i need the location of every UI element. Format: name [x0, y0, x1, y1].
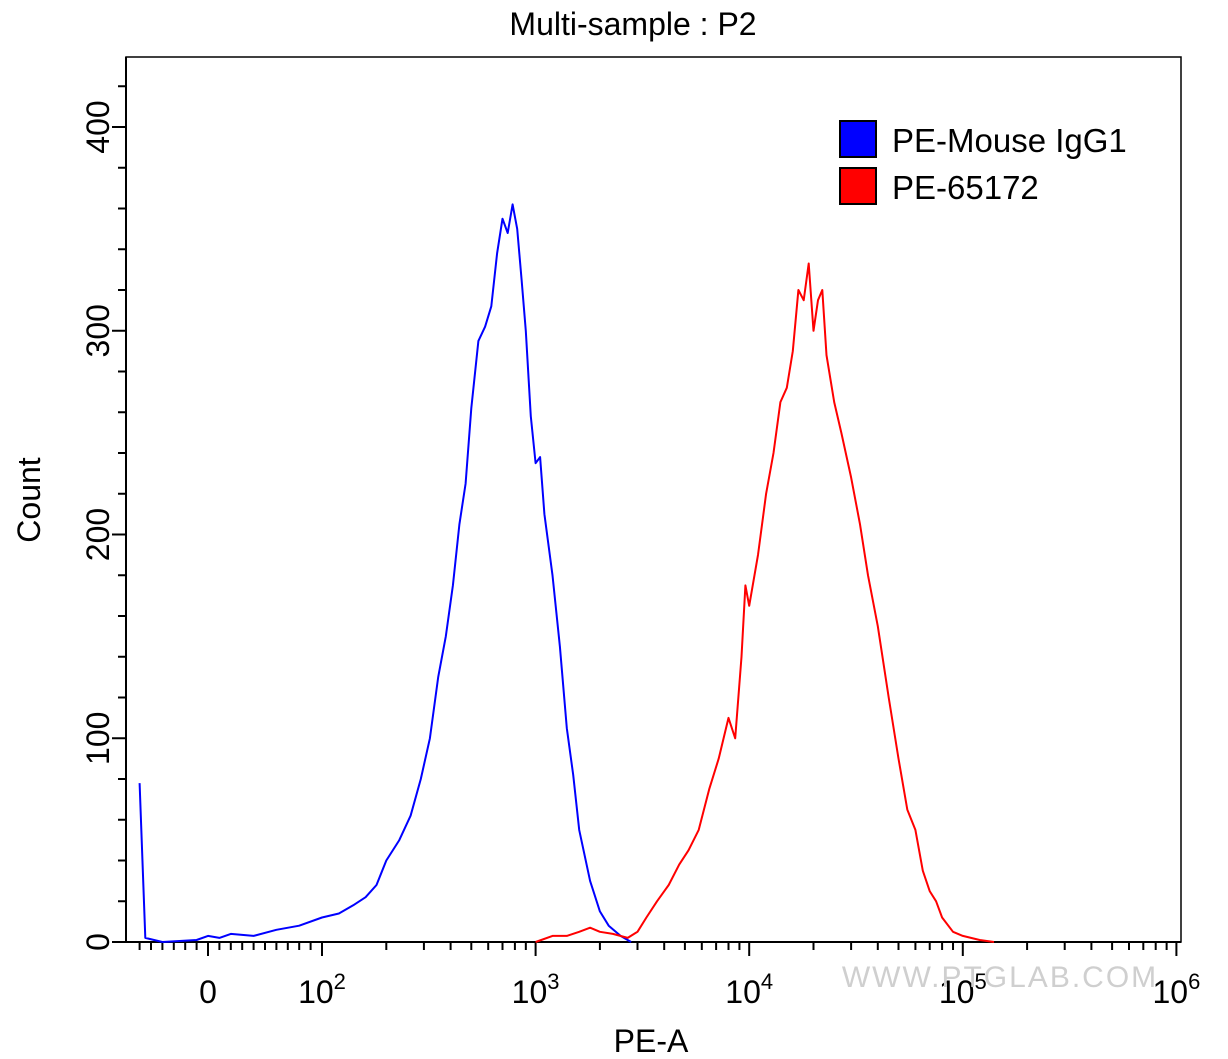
x-tick-label: 103	[512, 969, 560, 1010]
series-layer	[138, 203, 995, 943]
y-tick-label: 400	[80, 100, 116, 153]
x-tick-label: 102	[298, 969, 346, 1010]
legend-label-isotype: PE-Mouse IgG1	[892, 122, 1127, 159]
y-tick-label: 300	[80, 304, 116, 357]
series-line-isotype	[138, 203, 632, 943]
legend-swatch-isotype	[839, 120, 877, 158]
series-line-antibody	[535, 262, 995, 943]
y-tick-label: 100	[80, 712, 116, 765]
x-tick-label: 106	[1152, 969, 1200, 1010]
x-axis: 0 102 103 104 105 106	[126, 941, 1200, 1010]
x-tick-label: 105	[939, 969, 987, 1010]
x-tick-label: 104	[725, 969, 773, 1010]
chart-title: Multi-sample : P2	[509, 6, 756, 42]
y-tick-label: 200	[80, 508, 116, 561]
legend-swatch-antibody	[839, 167, 877, 205]
legend: PE-Mouse IgG1 PE-65172	[839, 120, 1127, 206]
watermark: WWW.PTGLAB.COM	[842, 961, 1158, 994]
x-axis-label: PE-A	[614, 1023, 689, 1059]
legend-label-antibody: PE-65172	[892, 169, 1039, 206]
y-tick-label: 0	[80, 933, 116, 951]
y-axis-label: Count	[11, 457, 47, 543]
y-axis: 0 100 200 300 400	[80, 57, 127, 951]
x-tick-label: 0	[199, 974, 217, 1010]
